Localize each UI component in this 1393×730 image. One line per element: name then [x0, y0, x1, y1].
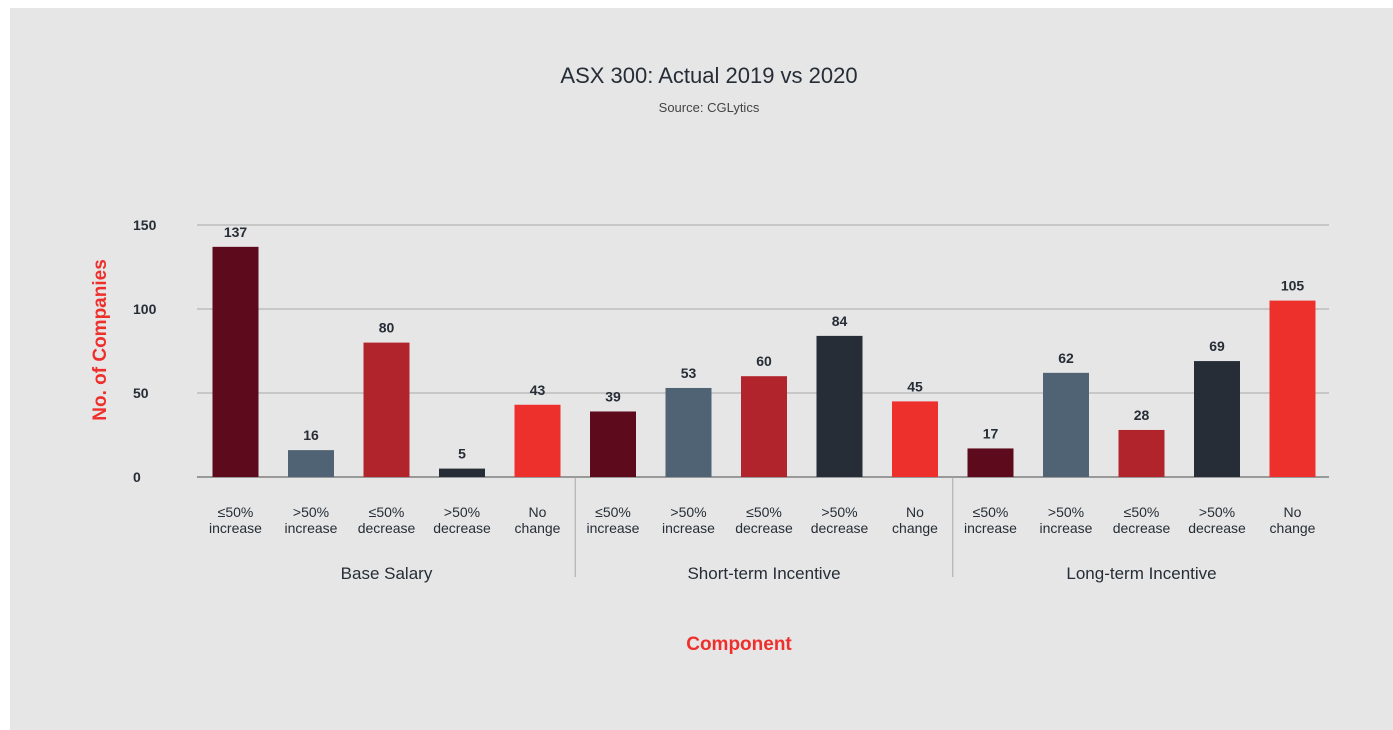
x-tick-label: increase [285, 520, 338, 536]
data-label: 5 [458, 446, 466, 462]
x-tick-label: increase [209, 520, 262, 536]
x-tick-label: ≤50% [369, 504, 405, 520]
data-label: 62 [1058, 350, 1074, 366]
group-label: Long-term Incentive [1066, 564, 1216, 583]
x-tick-label: ≤50% [973, 504, 1009, 520]
bar [665, 387, 712, 477]
x-tick-label: decrease [811, 520, 869, 536]
x-tick-label: >50% [821, 504, 857, 520]
bar [816, 335, 863, 477]
x-axis-label: Component [686, 634, 792, 655]
x-tick-label: ≤50% [746, 504, 782, 520]
bar [363, 342, 410, 477]
bar [967, 448, 1014, 477]
bar [1043, 372, 1089, 477]
x-tick-label: No [906, 504, 924, 520]
x-tick-label: ≤50% [595, 504, 631, 520]
data-label: 45 [907, 378, 923, 394]
group-label: Base Salary [341, 564, 433, 583]
y-axis-label: No. of Companies [90, 259, 111, 421]
bar [439, 468, 485, 477]
bar [892, 401, 938, 477]
bar [1194, 361, 1240, 477]
data-label: 60 [756, 353, 772, 369]
x-tick-label: decrease [1113, 520, 1171, 536]
x-tick-label: increase [662, 520, 715, 536]
data-label: 137 [224, 224, 248, 240]
data-label: 17 [983, 425, 999, 441]
x-tick-label: >50% [444, 504, 480, 520]
x-tick-label: decrease [1188, 520, 1246, 536]
x-tick-label: No [529, 504, 547, 520]
bar [288, 450, 334, 477]
data-label: 39 [605, 388, 621, 404]
x-tick-label: No [1284, 504, 1302, 520]
x-tick-label: increase [587, 520, 640, 536]
bar [514, 404, 561, 477]
group-label: Short-term Incentive [687, 564, 840, 583]
x-tick-label: increase [1040, 520, 1093, 536]
x-tick-label: ≤50% [1124, 504, 1160, 520]
x-tick-label: >50% [1048, 504, 1084, 520]
bar [1118, 429, 1165, 477]
x-tick-label: >50% [293, 504, 329, 520]
y-tick-label: 50 [133, 385, 149, 401]
data-label: 84 [832, 313, 848, 329]
chart-title: ASX 300: Actual 2019 vs 2020 [560, 63, 857, 88]
x-tick-label: >50% [670, 504, 706, 520]
y-tick-label: 150 [133, 217, 157, 233]
data-label: 43 [530, 382, 546, 398]
y-tick-label: 100 [133, 301, 157, 317]
chart-subtitle: Source: CGLytics [659, 100, 760, 115]
bar [1269, 300, 1316, 477]
x-tick-label: decrease [358, 520, 416, 536]
x-tick-label: change [892, 520, 938, 536]
bar [741, 376, 787, 477]
data-label: 28 [1134, 407, 1150, 423]
data-label: 80 [379, 320, 395, 336]
x-tick-label: decrease [433, 520, 491, 536]
x-tick-label: change [515, 520, 561, 536]
data-label: 105 [1281, 278, 1305, 294]
x-tick-label: >50% [1199, 504, 1235, 520]
x-tick-label: increase [964, 520, 1017, 536]
bar [212, 246, 259, 477]
x-tick-label: decrease [735, 520, 793, 536]
x-tick-label: change [1270, 520, 1316, 536]
x-tick-label: ≤50% [218, 504, 254, 520]
data-label: 53 [681, 365, 697, 381]
y-tick-label: 0 [133, 469, 141, 485]
bar [590, 411, 636, 477]
data-label: 16 [303, 427, 319, 443]
data-label: 69 [1209, 338, 1225, 354]
